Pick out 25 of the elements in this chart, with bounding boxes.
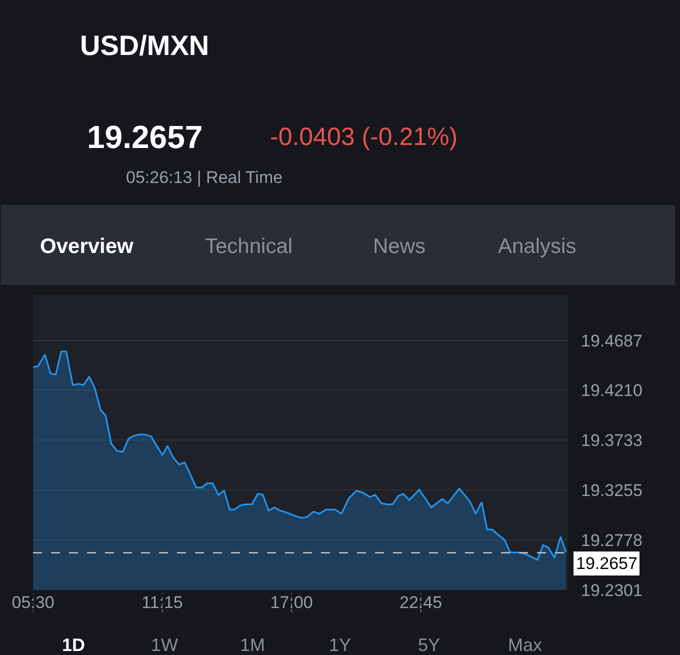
x-tick-label: 22:45 (399, 593, 442, 612)
y-tick-label: 19.2778 (581, 531, 642, 550)
text: 05:26:13 | Real Time (126, 168, 283, 187)
chart-title: USD/MXN (80, 30, 210, 61)
text: 1W (151, 635, 178, 655)
text: 5Y (418, 635, 440, 655)
y-tick-label: 19.2301 (581, 580, 642, 600)
text: Technical (205, 235, 293, 258)
y-tick-label: 19.4687 (581, 331, 642, 350)
text: 1M (240, 635, 266, 655)
y-tick-label: 19.3733 (581, 431, 642, 450)
text: Max (508, 635, 542, 655)
y-tick-label: 19.3255 (581, 481, 642, 500)
x-tick-label: 11:15 (142, 593, 183, 612)
text: News (373, 235, 426, 258)
text: Analysis (498, 235, 576, 258)
text: Overview (40, 235, 134, 258)
text: 1Y (329, 635, 352, 655)
y-tick-label: 19.4210 (581, 381, 642, 400)
text: -0.0403 (-0.21%) (270, 123, 458, 151)
text: 1D (62, 635, 86, 655)
ref-line-label: 19.2657 (576, 554, 638, 573)
x-tick-label: 17:00 (270, 593, 313, 612)
text: 19.2657 (87, 119, 203, 155)
x-tick-label: 05:30 (12, 593, 54, 612)
